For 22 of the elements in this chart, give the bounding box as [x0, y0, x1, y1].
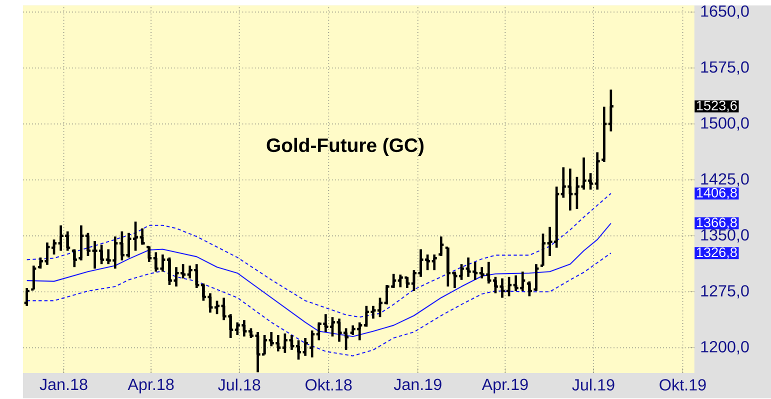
- x-tick-label: Okt.18: [306, 378, 352, 391]
- text: 1366,8: [696, 218, 737, 230]
- x-tick-label: Jul.18: [218, 378, 260, 391]
- y-tick-label: 1500,0: [701, 117, 749, 131]
- y-tick-label: 1575,0: [701, 61, 749, 75]
- text: 1523,6: [696, 100, 737, 112]
- text: 1326,8: [696, 248, 737, 259]
- text: 1406,8: [696, 188, 737, 200]
- line-series: [26, 252, 612, 357]
- y-tick-label: 1200,0: [701, 341, 749, 354]
- x-tick-label: Apr.18: [128, 378, 174, 394]
- x-tick-label: Okt.19: [660, 378, 706, 391]
- x-tick-label: Apr.19: [482, 378, 528, 394]
- text: Gold-Future (GC): [266, 138, 424, 156]
- x-tick-label: Jan.18: [40, 378, 88, 390]
- y-tick-label: 1275,0: [701, 285, 749, 299]
- x-tick-label: Jul.19: [572, 378, 614, 391]
- x-tick-label: Jan.19: [394, 378, 442, 390]
- y-tick-label: 1350,0: [701, 229, 749, 243]
- y-tick-label: 1650,0: [701, 5, 749, 19]
- y-tick-label: 1425,0: [701, 173, 749, 187]
- line-series: [26, 193, 612, 318]
